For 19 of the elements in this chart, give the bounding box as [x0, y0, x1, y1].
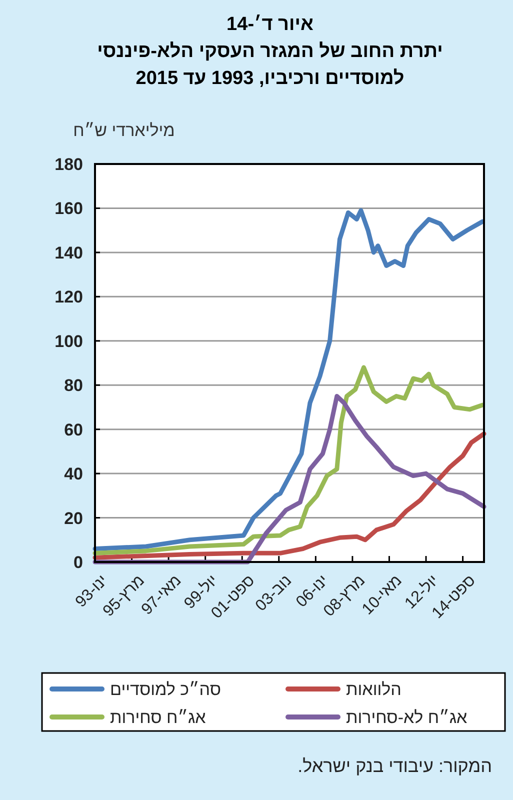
legend-label: הלוואות — [346, 680, 402, 699]
legend-label: אג״ח סחירות — [110, 708, 206, 727]
y-tick-label: 140 — [54, 243, 83, 262]
y-tick-label: 100 — [54, 332, 83, 351]
y-tick-label: 180 — [54, 155, 83, 174]
y-tick-label: 120 — [54, 288, 83, 307]
y-tick-label: 0 — [74, 553, 83, 572]
y-tick-label: 60 — [64, 420, 83, 440]
y-tick-label: 80 — [64, 376, 83, 396]
text: המקור: עיבודי בנק ישראל. — [298, 756, 492, 776]
y-tick-label: 160 — [54, 199, 83, 218]
chart-subtitle: יתרת החוב של המגזר העסקי הלא-פיננסי למוסדיים ורכיביו, 1993 עד 2015 — [97, 41, 443, 89]
y-axis-title: מיליארדי ש״ח — [73, 121, 175, 140]
x-tick-label: נוב-03 — [252, 572, 296, 615]
title: איור ד׳-14 — [226, 14, 314, 35]
legend-label: אג״ח לא-סחירות — [346, 708, 468, 727]
y-tick-label: 40 — [64, 464, 83, 484]
y-tick-label: 20 — [64, 508, 83, 528]
legend-label: סה״כ למוסדיים — [110, 680, 222, 699]
